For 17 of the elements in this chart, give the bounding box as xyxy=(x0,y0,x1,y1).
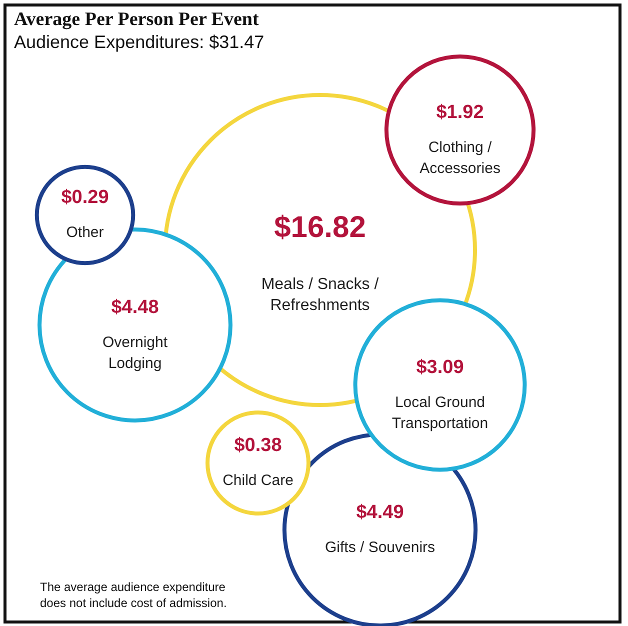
data-label: $16.82 xyxy=(274,211,366,244)
data-label: $4.48 xyxy=(111,297,159,318)
text: Average Per Person Per Event xyxy=(14,9,260,30)
data-label: $1.92 xyxy=(436,102,484,123)
category-label: Overnight Lodging xyxy=(102,334,168,372)
text: Audience Expenditures: $31.47 xyxy=(14,32,264,52)
category-label: Clothing / Accessories xyxy=(420,139,500,177)
category-label: Gifts / Souvenirs xyxy=(324,539,436,556)
data-label: $0.29 xyxy=(61,187,109,208)
text: The average audience expenditure does not include cost of admission. xyxy=(40,580,227,610)
category-label: Child Care xyxy=(222,472,294,489)
data-label: $3.09 xyxy=(416,357,464,378)
category-label: Meals / Snacks / Refreshments xyxy=(261,276,380,314)
category-label: Local Ground Transportation xyxy=(392,394,488,432)
data-label: $4.49 xyxy=(356,502,404,523)
category-label: Other xyxy=(66,224,104,241)
data-label: $0.38 xyxy=(234,435,282,456)
